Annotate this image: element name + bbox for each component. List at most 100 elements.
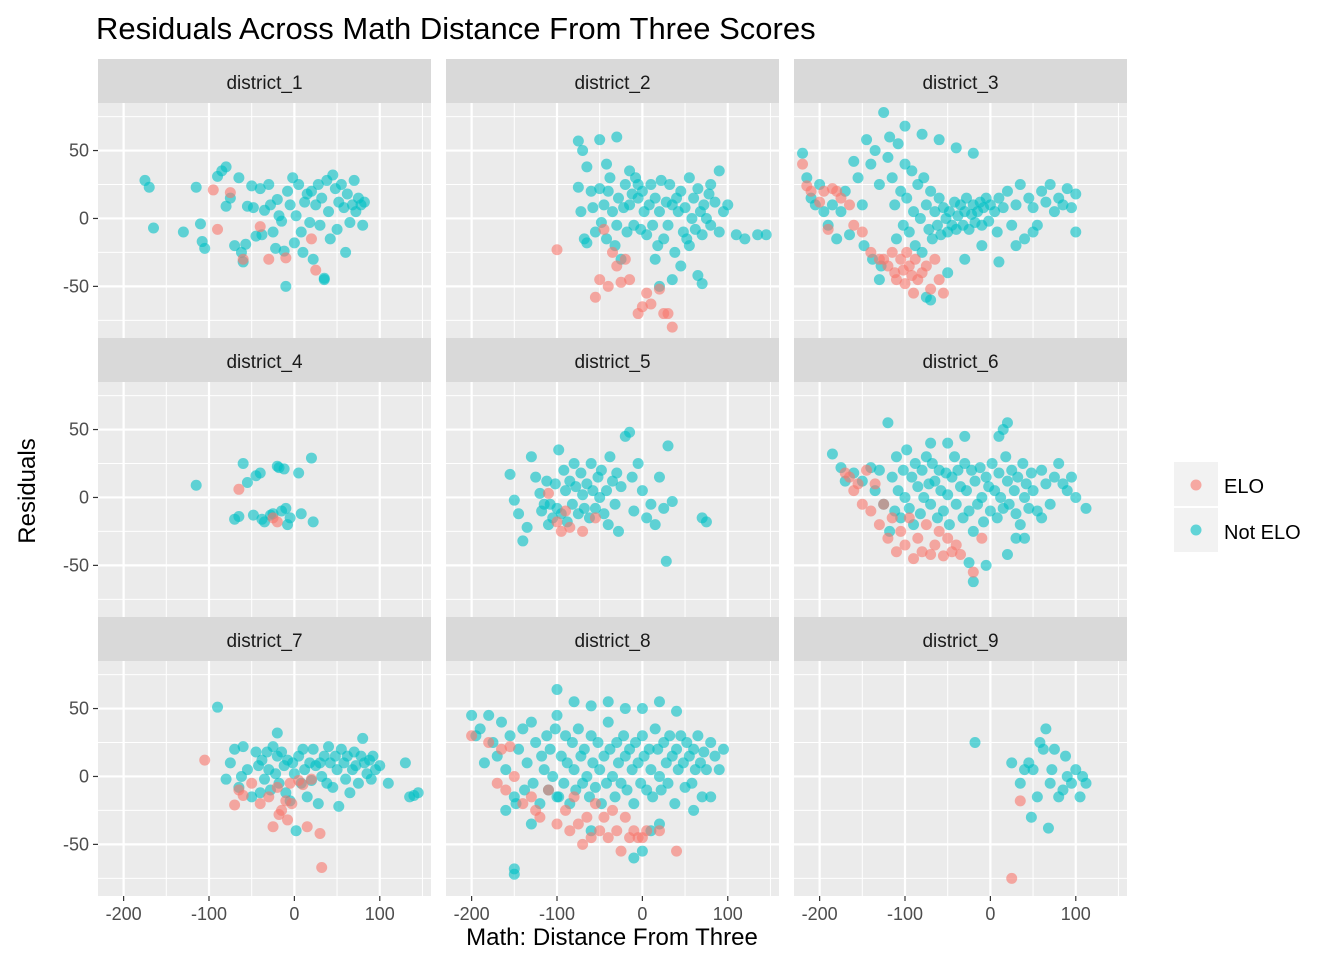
point-not-elo <box>906 165 918 177</box>
facet-strip <box>98 59 431 103</box>
point-elo <box>925 283 937 295</box>
point-not-elo <box>602 185 614 197</box>
point-not-elo <box>760 229 772 241</box>
point-not-elo <box>585 458 597 470</box>
point-not-elo <box>1020 478 1032 490</box>
point-not-elo <box>357 219 369 231</box>
point-elo <box>908 553 920 565</box>
point-not-elo <box>653 770 665 782</box>
point-not-elo <box>649 253 661 265</box>
point-not-elo <box>722 199 734 211</box>
point-not-elo <box>669 246 681 258</box>
point-not-elo <box>818 206 830 218</box>
point-not-elo <box>873 274 885 286</box>
point-elo <box>856 498 868 510</box>
x-axis-title: Math: Distance From Three <box>466 924 758 951</box>
point-not-elo <box>969 737 981 749</box>
facet-district-6: district_6 <box>794 338 1127 617</box>
point-not-elo <box>967 576 979 588</box>
point-not-elo <box>959 458 971 470</box>
point-elo <box>882 260 894 272</box>
point-not-elo <box>950 498 962 510</box>
point-not-elo <box>295 226 307 238</box>
point-not-elo <box>1070 188 1082 200</box>
point-elo <box>564 521 576 533</box>
point-not-elo <box>636 703 648 715</box>
point-elo <box>615 845 627 857</box>
point-not-elo <box>474 723 486 735</box>
points <box>797 107 1082 306</box>
point-not-elo <box>844 229 855 241</box>
point-not-elo <box>671 743 683 755</box>
point-not-elo <box>960 192 972 204</box>
point-not-elo <box>323 206 335 218</box>
point-not-elo <box>1036 185 1048 197</box>
point-not-elo <box>1048 471 1060 483</box>
point-elo <box>525 791 537 803</box>
point-not-elo <box>949 451 961 463</box>
point-not-elo <box>926 233 938 245</box>
point-not-elo <box>942 437 954 449</box>
point-not-elo <box>696 278 708 290</box>
point-not-elo <box>660 555 672 567</box>
point-not-elo <box>570 481 582 493</box>
point-elo <box>1014 795 1026 807</box>
facet-panels: district_1 district_2 district_3 district_4… <box>98 59 1127 896</box>
point-not-elo <box>527 777 539 789</box>
point-not-elo <box>730 229 742 241</box>
point-not-elo <box>636 485 648 497</box>
point-not-elo <box>190 479 202 491</box>
point-elo <box>224 187 236 199</box>
point-not-elo <box>1019 233 1031 245</box>
point-not-elo <box>333 800 345 812</box>
point-elo <box>955 549 966 561</box>
point-not-elo <box>914 212 926 224</box>
point-not-elo <box>1010 199 1022 211</box>
point-not-elo <box>984 505 996 517</box>
point-not-elo <box>974 462 986 474</box>
point-not-elo <box>278 463 290 475</box>
point-not-elo <box>224 757 236 769</box>
point-not-elo <box>653 471 665 483</box>
point-not-elo <box>963 557 975 569</box>
point-elo <box>602 832 614 844</box>
point-not-elo <box>903 226 915 238</box>
point-not-elo <box>942 267 954 279</box>
point-not-elo <box>1027 485 1039 497</box>
point-not-elo <box>991 512 1003 524</box>
point-not-elo <box>959 253 971 265</box>
point-elo <box>517 798 529 810</box>
point-not-elo <box>993 256 1005 268</box>
point-not-elo <box>254 787 266 799</box>
point-not-elo <box>577 145 589 157</box>
point-not-elo <box>519 784 531 796</box>
y-tick-label: -50 <box>63 555 89 575</box>
point-not-elo <box>655 174 667 186</box>
point-not-elo <box>636 730 648 742</box>
x-tick-label: -200 <box>802 904 838 924</box>
point-not-elo <box>594 134 606 146</box>
point-not-elo <box>688 743 700 755</box>
point-not-elo <box>1053 458 1065 470</box>
point-not-elo <box>220 161 232 173</box>
point-not-elo <box>551 791 563 803</box>
point-not-elo <box>267 226 279 238</box>
point-not-elo <box>666 496 678 508</box>
point-elo <box>899 539 911 551</box>
x-tick-label: 0 <box>289 904 299 924</box>
point-not-elo <box>604 451 616 463</box>
point-not-elo <box>1023 192 1035 204</box>
point-not-elo <box>980 471 992 483</box>
point-not-elo <box>989 206 1001 218</box>
point-not-elo <box>595 464 607 476</box>
point-not-elo <box>271 727 283 739</box>
point-not-elo <box>348 174 360 186</box>
point-elo <box>551 516 563 528</box>
point-not-elo <box>619 703 631 715</box>
point-elo <box>869 478 881 490</box>
point-not-elo <box>923 223 935 235</box>
x-tick-label: 100 <box>713 904 743 924</box>
point-not-elo <box>587 757 599 769</box>
point-not-elo <box>643 743 655 755</box>
point-not-elo <box>976 240 988 252</box>
